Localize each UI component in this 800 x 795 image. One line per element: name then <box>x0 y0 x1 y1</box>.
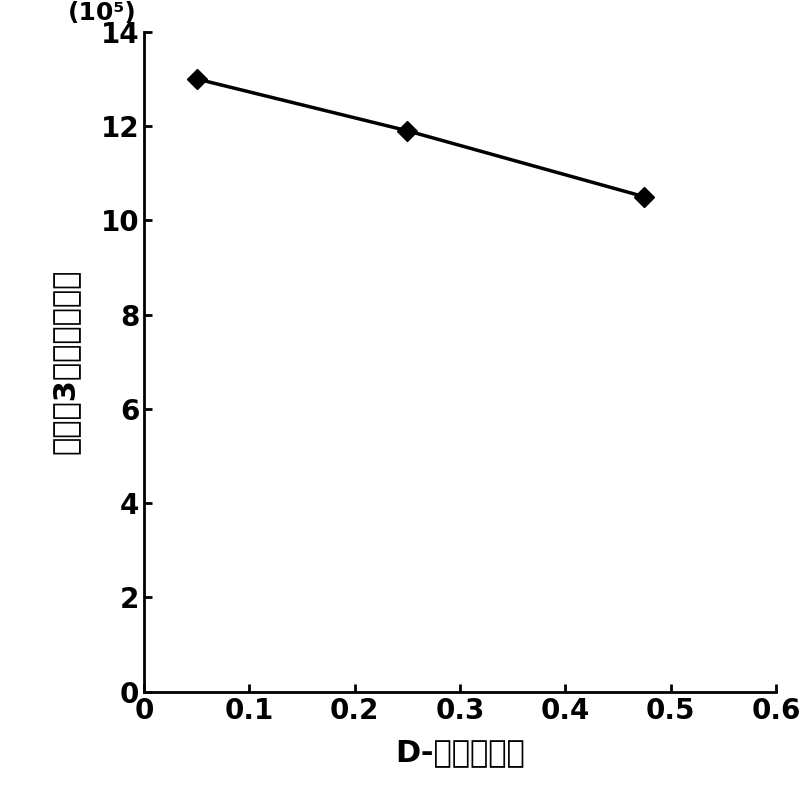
X-axis label: D-半乳糖浓度: D-半乳糖浓度 <box>395 739 525 767</box>
Y-axis label: 同水平3个活性值之和: 同水平3个活性值之和 <box>50 269 80 455</box>
Text: (10⁵): (10⁵) <box>68 2 137 25</box>
